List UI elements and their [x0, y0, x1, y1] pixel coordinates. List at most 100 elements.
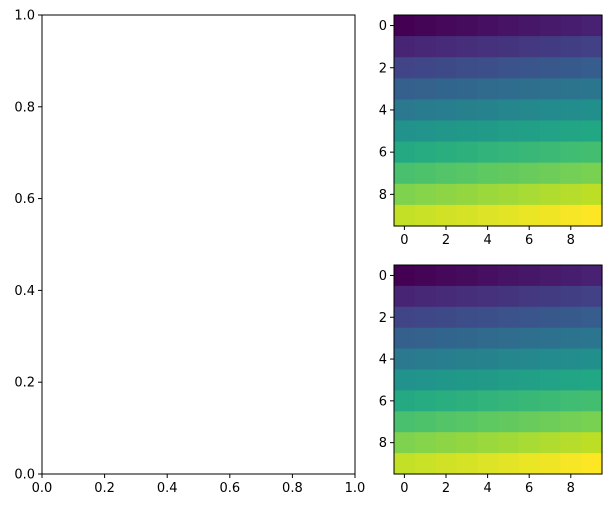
heatmap-cell — [560, 411, 582, 433]
heatmap-cell — [435, 348, 457, 371]
heatmap-cell — [518, 369, 541, 391]
heatmap-cell — [539, 411, 561, 433]
heatmap-cell — [456, 141, 478, 164]
empty-axes: 0.0 0.2 0.4 0.6 0.8 1.0 0.0 0.2 0.4 0.6 0.8 1.0 — [14, 9, 365, 497]
heatmap-cell — [414, 15, 437, 37]
heatmap-cell — [560, 162, 582, 185]
heatmap-cell — [414, 183, 437, 206]
heatmap-cell — [498, 411, 520, 433]
heatmap-cell — [394, 306, 416, 329]
heatmap-cell — [435, 78, 457, 100]
heatmap-cell — [435, 99, 457, 122]
heatmap-cell — [518, 36, 541, 58]
heatmap-cell — [477, 348, 499, 371]
heatmap-cell — [394, 78, 416, 100]
heatmap-bottom-y-ticks: 0 2 4 6 8 — [379, 269, 394, 451]
heatmap-cell — [581, 120, 603, 143]
heatmap-cell — [456, 99, 478, 122]
heatmap-cell — [518, 453, 541, 475]
heatmap-bottom: 0 2 4 6 8 0 2 4 6 8 — [379, 264, 603, 496]
heatmap-cell — [394, 432, 416, 454]
heatmap-cell — [560, 78, 582, 100]
heatmap-cell — [394, 99, 416, 122]
heatmap-cell — [456, 78, 478, 100]
heatmap-cell — [414, 411, 437, 433]
heatmap-cell — [414, 57, 437, 79]
heatmap-cell — [498, 432, 520, 454]
heatmap-cell — [414, 36, 437, 58]
heatmap-cell — [518, 285, 541, 308]
heatmap-cell — [394, 285, 416, 308]
heatmap-cell — [435, 57, 457, 79]
heatmap-cell — [498, 306, 520, 329]
heatmap-cell — [560, 306, 582, 329]
heatmap-cell — [518, 57, 541, 79]
heatmap-cell — [456, 57, 478, 79]
heatmap-cell — [539, 99, 561, 122]
heatmap-cell — [539, 162, 561, 185]
heatmap-cell — [394, 204, 416, 227]
heatmap-cell — [414, 306, 437, 329]
heatmap-cell — [560, 348, 582, 371]
heatmap-bottom-frame — [393, 264, 603, 475]
heatmap-cell — [581, 348, 603, 371]
heatmap-cell — [435, 36, 457, 58]
heatmap-cell — [414, 369, 437, 391]
heatmap-cell — [539, 141, 561, 164]
heatmap-cell — [498, 36, 520, 58]
heatmap-cell — [498, 120, 520, 143]
heatmap-cell — [477, 369, 499, 391]
heatmap-cell — [518, 183, 541, 206]
y-tick-label: 4 — [379, 353, 387, 368]
heatmap-cell — [456, 120, 478, 143]
x-tick-label: 8 — [567, 233, 575, 248]
heatmap-cell — [456, 390, 478, 412]
heatmap-cell — [477, 36, 499, 58]
heatmap-cell — [477, 265, 499, 287]
heatmap-cell — [498, 285, 520, 308]
heatmap-cell — [518, 411, 541, 433]
heatmap-cell — [581, 327, 603, 350]
x-tick-label: 4 — [483, 233, 491, 248]
heatmap-cell — [477, 204, 499, 227]
x-tick-label: 0 — [400, 233, 408, 248]
y-tick-label: 8 — [379, 188, 387, 203]
heatmap-cell — [581, 99, 603, 122]
x-tick-label: 0.0 — [32, 481, 53, 496]
heatmap-cell — [581, 432, 603, 454]
heatmap-cell — [477, 285, 499, 308]
heatmap-cell — [394, 15, 416, 37]
heatmap-cell — [414, 390, 437, 412]
heatmap-cell — [560, 265, 582, 287]
x-tick-label: 2 — [442, 481, 450, 496]
heatmap-cell — [456, 36, 478, 58]
heatmap-cell — [518, 99, 541, 122]
heatmap-cell — [539, 348, 561, 371]
heatmap-cell — [435, 453, 457, 475]
heatmap-cell — [414, 327, 437, 350]
y-tick-label: 6 — [379, 394, 387, 409]
heatmap-cell — [394, 327, 416, 350]
heatmap-cell — [435, 141, 457, 164]
heatmap-cell — [414, 78, 437, 100]
heatmap-cell — [560, 432, 582, 454]
heatmap-cell — [477, 120, 499, 143]
heatmap-cell — [518, 78, 541, 100]
heatmap-cell — [518, 327, 541, 350]
heatmap-cell — [539, 390, 561, 412]
heatmap-cell — [539, 285, 561, 308]
heatmap-cell — [498, 183, 520, 206]
heatmap-cell — [435, 265, 457, 287]
heatmap-cell — [477, 453, 499, 475]
heatmap-cell — [456, 453, 478, 475]
x-tick-label: 2 — [442, 233, 450, 248]
heatmap-cell — [581, 453, 603, 475]
heatmap-cell — [477, 327, 499, 350]
heatmap-cell — [477, 183, 499, 206]
y-tick-label: 8 — [379, 436, 387, 451]
heatmap-cell — [518, 141, 541, 164]
heatmap-cell — [560, 141, 582, 164]
heatmap-top-y-ticks: 0 2 4 6 8 — [379, 19, 394, 203]
x-tick-label: 4 — [483, 481, 491, 496]
